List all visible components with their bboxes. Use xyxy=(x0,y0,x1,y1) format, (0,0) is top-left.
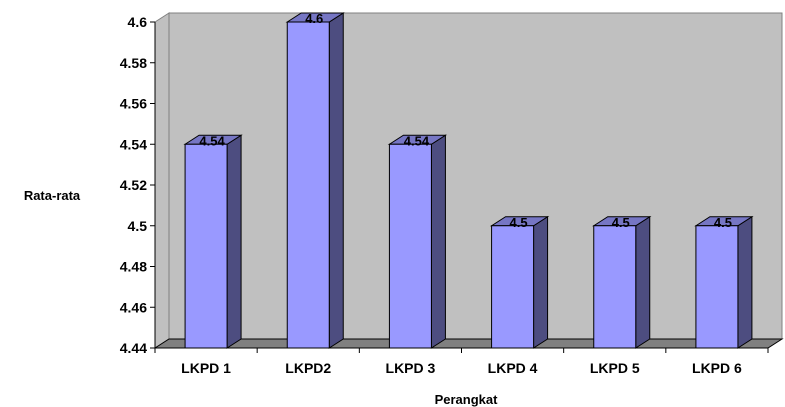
x-tick-label: LKPD 1 xyxy=(181,360,231,376)
y-tick-label: 4.48 xyxy=(120,259,147,275)
bar-front xyxy=(695,225,739,349)
bar-front xyxy=(593,225,637,349)
y-tick-label: 4.54 xyxy=(120,136,147,152)
bar-side xyxy=(226,134,242,349)
bars: 4.54 4.6 4.54 4.5 4.5 4.5 xyxy=(183,11,754,349)
y-tick-label: 4.52 xyxy=(120,177,147,193)
bar-side xyxy=(533,215,549,349)
bar-side xyxy=(737,215,753,349)
data-label: 4.5 xyxy=(714,215,732,230)
bar: 4.6 xyxy=(285,11,345,349)
bar-side xyxy=(328,12,344,349)
bar-front xyxy=(388,143,432,349)
data-label: 4.5 xyxy=(612,215,630,230)
y-tick-label: 4.6 xyxy=(128,14,148,30)
x-axis-title: Perangkat xyxy=(435,392,499,407)
y-axis-title: Rata-rata xyxy=(24,188,81,203)
x-tick-label: LKPD 3 xyxy=(386,360,436,376)
y-tick-label: 4.5 xyxy=(128,218,148,234)
plot-background xyxy=(153,12,784,349)
bar-side xyxy=(430,134,446,349)
side-wall xyxy=(154,12,170,349)
floor xyxy=(153,338,784,349)
bar: 4.5 xyxy=(694,215,754,349)
x-tick-label: LKPD2 xyxy=(285,360,331,376)
bar-front xyxy=(286,21,330,349)
y-tick-label: 4.44 xyxy=(120,340,147,356)
x-tick-label: LKPD 5 xyxy=(590,360,640,376)
bar: 4.54 xyxy=(387,133,448,349)
x-axis: LKPD 1 LKPD2 LKPD 3 LKPD 4 LKPD 5 LKPD 6 xyxy=(154,347,769,376)
data-label: 4.54 xyxy=(199,133,225,148)
y-tick-label: 4.46 xyxy=(120,299,147,315)
bar: 4.5 xyxy=(489,215,550,349)
bar: 4.54 xyxy=(183,133,243,349)
x-tick-label: LKPD 4 xyxy=(488,360,538,376)
data-label: 4.54 xyxy=(404,133,430,148)
data-label: 4.6 xyxy=(305,11,323,26)
bar-side xyxy=(635,215,651,349)
data-label: 4.5 xyxy=(510,215,528,230)
x-tick-label: LKPD 6 xyxy=(692,360,742,376)
bar-front xyxy=(491,225,535,349)
y-tick-label: 4.58 xyxy=(120,55,147,71)
bar-front xyxy=(184,143,228,349)
back-wall xyxy=(168,12,783,340)
y-axis: 4.44 4.46 4.48 4.5 4.52 4.54 4.56 4.58 4.6 xyxy=(120,14,156,356)
y-tick-label: 4.56 xyxy=(120,96,147,112)
bar: 4.5 xyxy=(592,215,652,349)
